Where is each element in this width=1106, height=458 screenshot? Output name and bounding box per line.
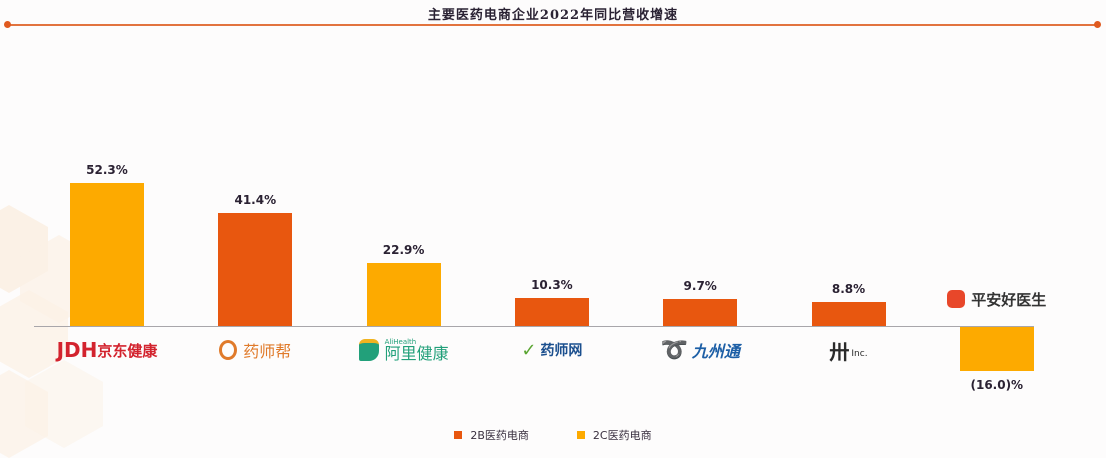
logo-suffix: Inc. [851,349,868,359]
bar-value-label: 9.7% [683,279,717,294]
check-icon: ✓ [521,339,537,361]
bar-value-label: 52.3% [86,162,128,177]
logo-name: 九州通 [691,342,740,361]
bar-2 [366,263,441,326]
legend-label-2b: 2B医药电商 [470,429,529,442]
logo-name: 平安好医生 [971,290,1047,309]
logo-en: AliHealth [384,337,417,346]
company-logo: AliHealth 阿里健康 [330,335,478,365]
company-logo: ➰ 九州通 [626,335,774,365]
bar-value-label: (16.0)% [970,377,1024,392]
logo-jdh-mark: JDH [56,338,98,362]
bar-3 [514,297,589,326]
pingan-app-icon [947,290,966,308]
bar-5 [811,301,886,326]
chart-title: 主要医药电商企业2022年同比营收增速 [427,8,679,23]
company-logo: 平安好医生 [923,284,1071,314]
bar-value-label: 41.4% [234,192,277,207]
bar-1 [218,212,293,326]
company-logo: ✓ 药师网 [478,335,626,365]
logo-name: 药师网 [540,343,583,359]
yaoshibang-icon [219,340,238,360]
legend-swatch-2b [454,431,463,439]
bar-value-label: 8.8% [831,281,866,296]
alihealth-heart-icon [358,339,379,361]
jiuzhoutong-swirl-icon: ➰ [660,337,688,363]
company-logo: JDH 京东健康 [33,335,181,365]
bar-value-label: 10.3% [531,277,573,292]
logo-name: 阿里健康 [384,343,449,363]
company-logo: 药师帮 [181,335,329,365]
x-axis-baseline [34,326,1034,327]
bar-value-label: 22.9% [382,243,425,258]
legend-swatch-2c [576,431,585,439]
bar-6 [959,327,1034,371]
logo-mark: 卅 [829,339,850,364]
logo-name: 药师帮 [243,342,292,361]
bar-4 [663,299,738,326]
legend-item-2b: 2B医药电商 [454,427,529,443]
rule-dot-left [4,21,11,28]
legend: 2B医药电商 2C医药电商 [0,427,1106,443]
legend-item-2c: 2C医药电商 [576,427,652,443]
rule-dot-right [1094,21,1101,28]
logo-jdh-name: 京东健康 [97,341,158,360]
title-rule [8,24,1098,26]
bar-0 [70,182,144,326]
company-logo: 卅 Inc. [775,335,923,365]
legend-label-2c: 2C医药电商 [592,429,652,442]
